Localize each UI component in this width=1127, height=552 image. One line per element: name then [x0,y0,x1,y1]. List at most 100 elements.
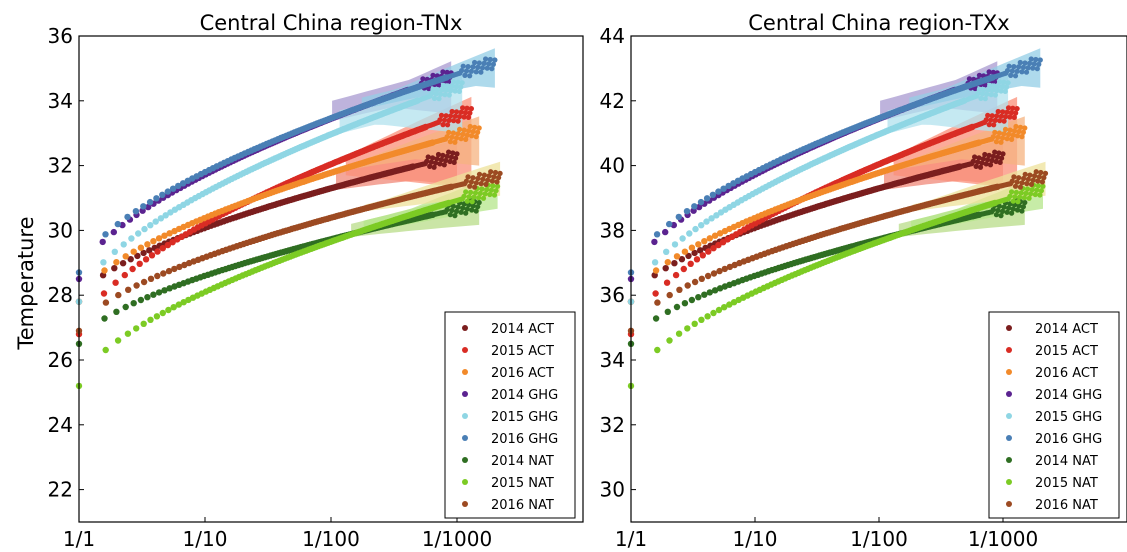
data-point [470,175,476,181]
legend: 2014 ACT 2015 ACT 2016 ACT 2014 GHG 2015 GHG… [988,311,1120,519]
data-point [998,88,1004,94]
data-point [991,122,997,128]
legend-label: 2014 NAT [1035,454,1098,469]
data-point [978,95,984,101]
data-point [160,270,167,277]
data-point [654,299,661,306]
data-point [995,108,1001,115]
data-point [110,228,118,236]
data-point [983,117,989,123]
data-point [1010,132,1016,138]
data-point [703,195,711,202]
data-point [469,133,475,139]
data-point [458,209,464,215]
data-point [990,134,996,140]
data-point [465,64,471,70]
data-point [1012,194,1018,200]
data-point [100,290,108,297]
data-point [715,306,723,314]
data-point [164,188,171,195]
data-point [484,65,490,71]
data-point [146,247,153,254]
data-point [476,125,482,131]
data-point [1019,180,1025,186]
data-point [440,122,446,128]
data-point [1004,109,1010,115]
series-2015-ghg [75,79,465,305]
data-point [442,92,448,98]
data-point [119,260,127,267]
data-point [688,244,696,251]
data-point [145,203,152,211]
data-point [446,117,452,123]
data-point [486,61,492,67]
data-point [468,189,474,195]
data-point [455,79,461,85]
legend-label: 2016 NAT [491,498,554,513]
legend-marker [1006,325,1012,331]
data-point [1011,128,1018,134]
data-point [691,320,698,327]
data-point [449,207,455,214]
data-point [999,155,1005,161]
data-point [450,203,456,209]
data-point [443,113,449,119]
data-point [433,91,439,97]
data-point [691,249,698,257]
x-tick-label: 1/1 [63,527,95,551]
data-point [464,105,470,111]
data-point [680,265,687,273]
data-point [448,88,454,94]
data-point [678,256,686,263]
y-tick-label: 24 [48,413,73,437]
data-point [466,128,472,134]
series-2016-nat [627,169,1049,334]
legend-marker [462,435,468,441]
data-point [673,303,681,311]
data-point [493,188,499,194]
data-point [140,203,147,210]
data-point [1017,59,1023,66]
data-point [449,108,455,115]
data-point [662,228,669,236]
data-point [162,212,169,219]
data-point [1035,183,1041,189]
data-point [468,106,474,112]
data-point [1017,194,1023,200]
data-point [683,208,691,215]
data-point [699,252,706,259]
data-point [434,86,441,93]
data-point [492,57,498,63]
data-point [464,198,470,204]
data-point [111,265,118,272]
data-point [179,180,187,187]
data-point [451,118,457,124]
data-point [121,271,128,279]
data-point [703,218,710,225]
data-point [651,238,658,246]
data-point [140,278,148,286]
data-point [982,96,988,102]
data-point [460,131,466,137]
data-point [484,187,490,193]
y-tick-label: 22 [48,478,73,502]
legend-marker [1006,347,1012,353]
y-tick-label: 32 [600,413,625,437]
data-point [1030,65,1036,71]
data-point [460,63,466,69]
data-point [153,313,161,320]
data-point [1033,169,1039,175]
data-point [161,287,168,294]
data-point [458,84,464,90]
data-point [115,291,122,299]
data-point [463,189,469,195]
data-point [1009,189,1015,195]
y-axis: 22 24 26 28 30 32 34 36 [48,24,84,502]
data-point [1004,209,1010,215]
legend-marker [1006,479,1012,485]
data-point [477,190,483,196]
data-point [691,278,699,286]
data-point [128,235,135,242]
data-point [651,259,659,266]
data-point [479,186,485,192]
